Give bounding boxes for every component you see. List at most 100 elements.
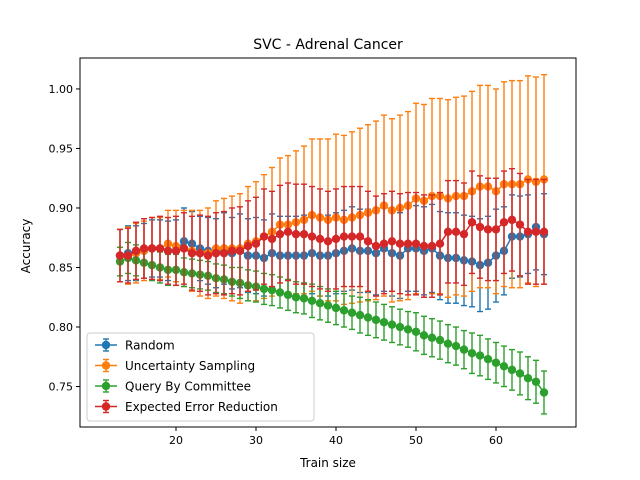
data-point	[427, 333, 437, 342]
data-point	[363, 237, 373, 246]
data-point	[259, 232, 269, 241]
data-point	[451, 341, 461, 351]
data-point	[139, 244, 149, 253]
legend-swatch-marker	[101, 361, 111, 370]
data-point	[499, 218, 509, 227]
data-point	[507, 215, 517, 225]
data-point	[347, 308, 357, 317]
x-tick-label: 30	[249, 434, 263, 447]
data-point	[267, 234, 277, 244]
data-point	[299, 294, 309, 303]
data-point	[523, 373, 533, 383]
legend-item: Random	[95, 338, 175, 353]
data-point	[435, 239, 445, 248]
x-tick-label: 50	[409, 434, 423, 447]
data-point	[491, 225, 501, 234]
y-axis-label: Accuracy	[19, 219, 33, 274]
data-point	[291, 229, 301, 239]
x-tick-label: 20	[169, 434, 183, 447]
data-point	[283, 290, 293, 300]
data-point	[251, 239, 261, 248]
data-point	[171, 246, 181, 256]
data-point	[339, 232, 349, 241]
data-point	[307, 232, 317, 241]
data-point	[283, 227, 293, 236]
data-point	[243, 241, 253, 251]
data-point	[315, 299, 325, 308]
legend-label: Expected Error Reduction	[125, 400, 278, 414]
data-point	[411, 327, 421, 336]
legend: Random Uncertainty Sampling Query By Commi…	[86, 332, 315, 422]
data-point	[419, 331, 429, 340]
data-point	[323, 301, 333, 310]
data-point	[123, 251, 133, 260]
data-point	[539, 227, 549, 236]
data-point	[499, 362, 509, 371]
data-point	[275, 229, 285, 239]
data-point	[523, 227, 533, 236]
data-point	[259, 284, 269, 294]
data-point	[483, 354, 493, 364]
data-point	[323, 237, 333, 246]
data-point	[131, 246, 141, 256]
data-point	[339, 306, 349, 315]
data-point	[531, 227, 541, 236]
y-tick-label: 0.80	[49, 321, 74, 334]
data-point	[331, 303, 341, 313]
data-point	[387, 320, 397, 329]
data-point	[467, 218, 477, 227]
data-point	[291, 293, 301, 302]
data-point	[491, 358, 501, 367]
chart-title: SVC - Adrenal Cancer	[253, 37, 403, 53]
y-tick-label: 0.85	[49, 261, 74, 274]
data-point	[115, 251, 125, 260]
data-point	[219, 249, 229, 258]
legend-label: Query By Committee	[125, 380, 251, 394]
data-point	[203, 251, 213, 260]
data-point	[443, 227, 453, 236]
data-point	[371, 241, 381, 251]
data-point	[395, 239, 405, 248]
data-point	[459, 345, 469, 354]
series-4	[115, 167, 549, 298]
legend-item: Query By Committee	[95, 379, 251, 394]
data-point	[411, 239, 421, 248]
x-axis-label: Train size	[299, 456, 356, 470]
axes-frame	[79, 57, 577, 428]
data-point	[355, 310, 365, 320]
data-point	[459, 229, 469, 239]
data-point	[275, 288, 285, 297]
data-point	[443, 339, 453, 348]
data-point	[435, 335, 445, 345]
y-tick-label: 0.95	[49, 142, 74, 155]
data-point	[427, 241, 437, 251]
data-point	[355, 232, 365, 241]
data-point	[419, 241, 429, 251]
data-point	[235, 246, 245, 256]
data-point	[539, 388, 549, 397]
data-point	[347, 232, 357, 241]
data-point	[387, 237, 397, 246]
data-point	[187, 249, 197, 258]
data-point	[507, 365, 517, 375]
data-point	[307, 296, 317, 306]
legend-item: Uncertainty Sampling	[95, 358, 255, 373]
x-tick-label: 60	[489, 434, 503, 447]
data-point	[475, 351, 485, 360]
data-point	[179, 244, 189, 253]
data-point	[211, 249, 221, 258]
data-point	[363, 313, 373, 322]
legend-swatch-marker	[101, 402, 111, 411]
legend-swatch-marker	[101, 340, 111, 350]
data-point	[371, 315, 381, 325]
x-tick-label: 40	[329, 434, 343, 447]
data-point	[315, 234, 325, 244]
data-point	[163, 246, 173, 256]
y-tick-label: 1.00	[49, 83, 74, 96]
legend-label: Random	[125, 339, 175, 353]
data-point	[515, 369, 525, 378]
data-point	[195, 249, 205, 258]
y-tick-label: 0.90	[49, 202, 74, 215]
data-point	[451, 227, 461, 236]
